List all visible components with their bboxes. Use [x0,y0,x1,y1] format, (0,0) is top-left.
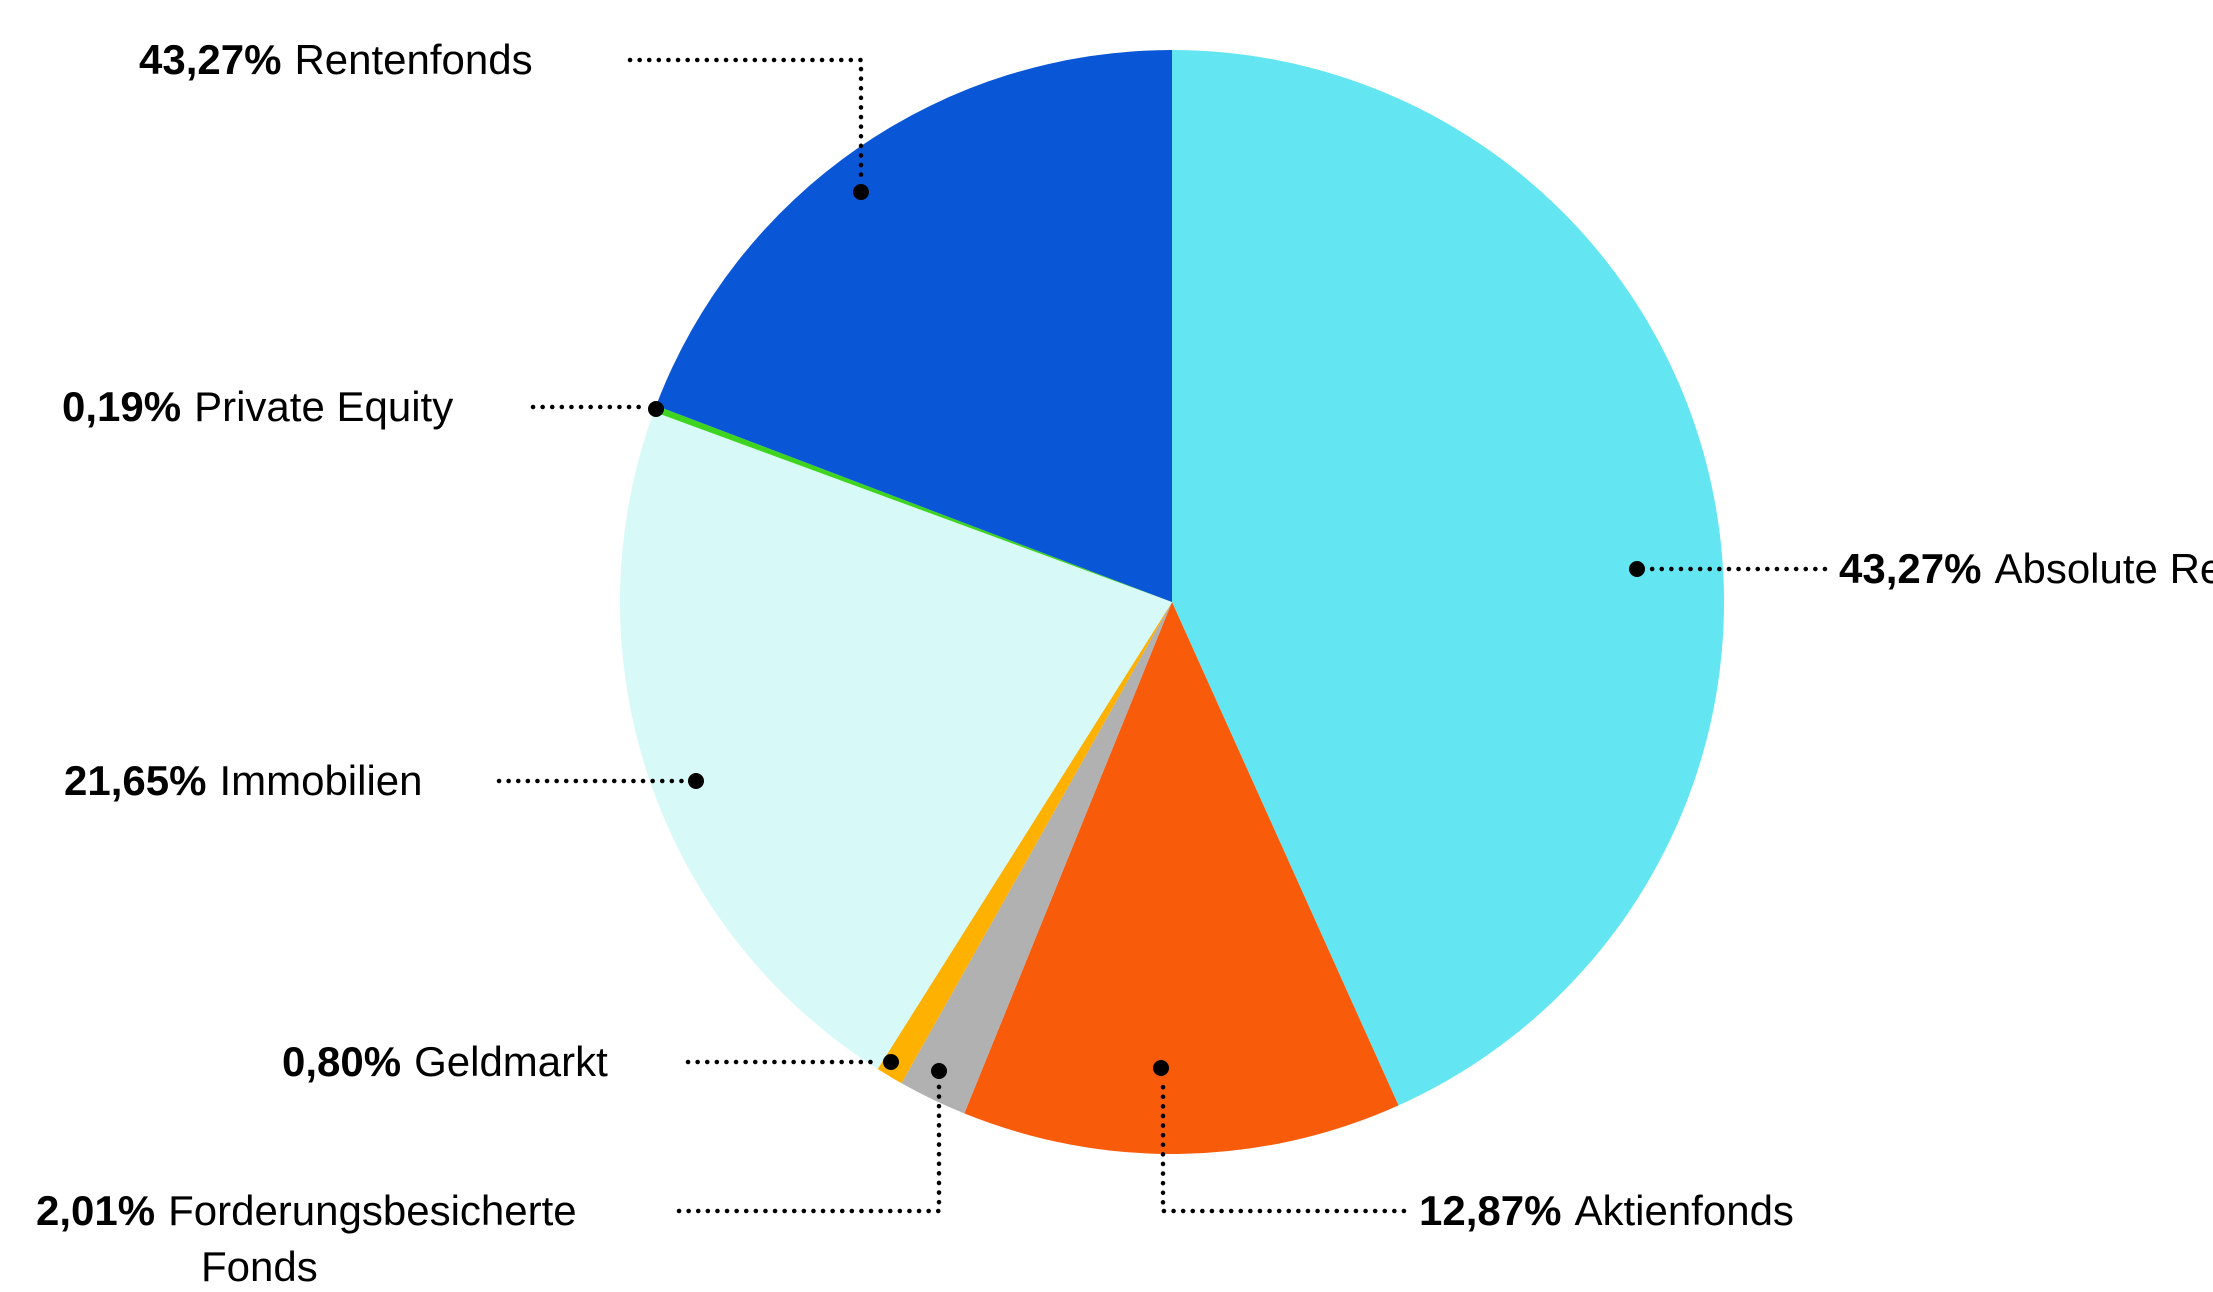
callout-pct: 2,01% [36,1187,156,1234]
callout-dot-rentenfonds [853,184,869,200]
leader-line-rentenfonds [627,57,864,183]
callout-label: Private Equity [194,383,454,430]
callout-pct: 0,19% [62,383,182,430]
callout-dot-aktienfonds [1153,1060,1169,1076]
callout-dot-immobilien [688,773,704,789]
callout-absolute-return: 43,27% Absolute Return [1839,541,2213,597]
pie-slice-aktienfonds [964,602,1399,1154]
callout-dot-forderungsbesicherte-fonds [931,1063,947,1079]
callout-dot-private-equity [648,401,664,417]
callout-label: Rentenfonds [294,36,533,83]
callout-immobilien: 21,65% Immobilien [64,753,423,809]
callout-label: Absolute Return [1994,545,2213,592]
callout-label: Geldmarkt [414,1038,608,1085]
callout-dot-absolute-return [1629,561,1645,577]
pie-slice-absolute-return [1172,49,1725,1106]
pie-slice-private-equity [653,405,1172,602]
callout-pct: 12,87% [1419,1187,1562,1234]
pie-slice-forderungsbesicherte-fonds [901,602,1172,1114]
callout-pct: 43,27% [1839,545,1982,592]
callout-pct: 43,27% [139,36,282,83]
pie-slice-geldmarkt [877,602,1172,1084]
callout-aktienfonds: 12,87% Aktienfonds [1419,1183,1794,1239]
callout-label: Aktienfonds [1574,1187,1794,1234]
callout-label: Forderungsbesicherte Fonds [168,1187,577,1290]
callout-pct: 0,80% [282,1038,402,1085]
callout-forderungsbesicherte-fonds: 2,01% Forderungsbesicherte Fonds [36,1183,681,1292]
callout-pct: 21,65% [64,757,207,804]
callout-private-equity: 0,19% Private Equity [62,379,453,435]
pie-slice-immobilien [619,411,1172,1069]
callout-geldmarkt: 0,80% Geldmarkt [282,1034,608,1090]
leader-line-aktienfonds [1160,1077,1407,1214]
callout-label: Immobilien [219,757,423,804]
pie-slice-rentenfonds [656,49,1172,602]
leader-line-forderungsbesicherte-fonds [676,1082,942,1214]
callout-dot-geldmarkt [883,1054,899,1070]
callout-rentenfonds: 43,27% Rentenfonds [139,32,533,88]
